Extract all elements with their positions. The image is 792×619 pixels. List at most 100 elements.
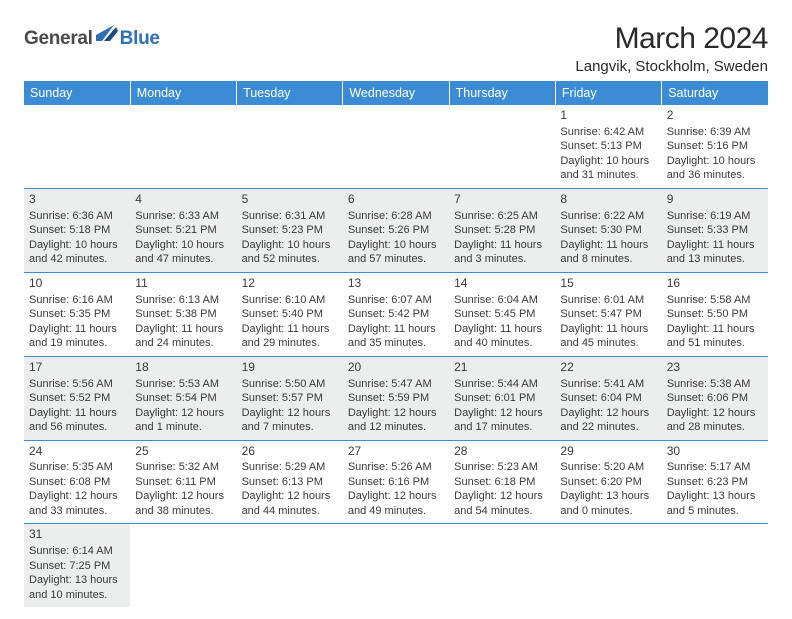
sunrise-text: Sunrise: 5:44 AM <box>454 377 551 392</box>
calendar-header-row: Sunday Monday Tuesday Wednesday Thursday… <box>24 81 768 105</box>
calendar-cell: 8Sunrise: 6:22 AMSunset: 5:30 PMDaylight… <box>555 188 661 272</box>
sunrise-text: Sunrise: 6:31 AM <box>242 209 339 224</box>
sunrise-text: Sunrise: 5:26 AM <box>348 460 445 475</box>
day-number: 20 <box>348 360 445 376</box>
calendar-cell: 24Sunrise: 5:35 AMSunset: 6:08 PMDayligh… <box>24 440 130 524</box>
sunrise-text: Sunrise: 6:25 AM <box>454 209 551 224</box>
daylight-text: and 10 minutes. <box>29 588 126 603</box>
day-header-friday: Friday <box>555 81 661 105</box>
calendar-cell: 26Sunrise: 5:29 AMSunset: 6:13 PMDayligh… <box>237 440 343 524</box>
day-number: 19 <box>242 360 339 376</box>
sunrise-text: Sunrise: 6:42 AM <box>560 125 657 140</box>
calendar-cell-empty <box>343 524 449 607</box>
day-header-thursday: Thursday <box>449 81 555 105</box>
sunrise-text: Sunrise: 6:19 AM <box>667 209 764 224</box>
logo-text-general: General <box>24 28 93 50</box>
day-number: 4 <box>135 192 232 208</box>
daylight-text: Daylight: 12 hours <box>135 489 232 504</box>
daylight-text: Daylight: 12 hours <box>29 489 126 504</box>
day-number: 23 <box>667 360 764 376</box>
daylight-text: Daylight: 10 hours <box>560 154 657 169</box>
day-number: 2 <box>667 108 764 124</box>
sunrise-text: Sunrise: 6:07 AM <box>348 293 445 308</box>
daylight-text: and 7 minutes. <box>242 420 339 435</box>
daylight-text: and 56 minutes. <box>29 420 126 435</box>
calendar-cell: 10Sunrise: 6:16 AMSunset: 5:35 PMDayligh… <box>24 272 130 356</box>
daylight-text: Daylight: 10 hours <box>667 154 764 169</box>
sunrise-text: Sunrise: 5:20 AM <box>560 460 657 475</box>
sunset-text: Sunset: 5:50 PM <box>667 307 764 322</box>
sunset-text: Sunset: 5:33 PM <box>667 223 764 238</box>
day-number: 21 <box>454 360 551 376</box>
daylight-text: and 40 minutes. <box>454 336 551 351</box>
calendar-cell: 22Sunrise: 5:41 AMSunset: 6:04 PMDayligh… <box>555 356 661 440</box>
daylight-text: Daylight: 12 hours <box>454 406 551 421</box>
daylight-text: Daylight: 11 hours <box>560 238 657 253</box>
sunset-text: Sunset: 5:54 PM <box>135 391 232 406</box>
daylight-text: Daylight: 10 hours <box>135 238 232 253</box>
daylight-text: and 38 minutes. <box>135 504 232 519</box>
sunrise-text: Sunrise: 5:58 AM <box>667 293 764 308</box>
location-text: Langvik, Stockholm, Sweden <box>575 58 768 75</box>
sunset-text: Sunset: 6:06 PM <box>667 391 764 406</box>
daylight-text: Daylight: 12 hours <box>242 489 339 504</box>
calendar-cell-empty <box>24 105 130 188</box>
daylight-text: Daylight: 13 hours <box>560 489 657 504</box>
sunset-text: Sunset: 6:08 PM <box>29 475 126 490</box>
daylight-text: and 12 minutes. <box>348 420 445 435</box>
calendar-cell: 23Sunrise: 5:38 AMSunset: 6:06 PMDayligh… <box>662 356 768 440</box>
logo-mark-icon <box>96 25 118 46</box>
calendar-cell-empty <box>237 524 343 607</box>
sunrise-text: Sunrise: 6:22 AM <box>560 209 657 224</box>
daylight-text: and 0 minutes. <box>560 504 657 519</box>
day-header-wednesday: Wednesday <box>343 81 449 105</box>
sunrise-text: Sunrise: 5:50 AM <box>242 377 339 392</box>
daylight-text: and 44 minutes. <box>242 504 339 519</box>
sunset-text: Sunset: 6:11 PM <box>135 475 232 490</box>
daylight-text: and 45 minutes. <box>560 336 657 351</box>
day-number: 13 <box>348 276 445 292</box>
daylight-text: Daylight: 11 hours <box>560 322 657 337</box>
calendar-cell-empty <box>130 524 236 607</box>
calendar-cell: 16Sunrise: 5:58 AMSunset: 5:50 PMDayligh… <box>662 272 768 356</box>
daylight-text: and 52 minutes. <box>242 252 339 267</box>
calendar-cell-empty <box>449 105 555 188</box>
daylight-text: Daylight: 11 hours <box>29 406 126 421</box>
calendar-row: 1 Sunrise: 6:42 AM Sunset: 5:13 PM Dayli… <box>24 105 768 188</box>
daylight-text: Daylight: 10 hours <box>242 238 339 253</box>
daylight-text: Daylight: 11 hours <box>454 238 551 253</box>
calendar-row: 10Sunrise: 6:16 AMSunset: 5:35 PMDayligh… <box>24 272 768 356</box>
day-number: 18 <box>135 360 232 376</box>
daylight-text: Daylight: 11 hours <box>667 238 764 253</box>
page-header: General Blue March 2024 Langvik, Stockho… <box>24 22 768 75</box>
daylight-text: Daylight: 12 hours <box>242 406 339 421</box>
day-number: 1 <box>560 108 657 124</box>
calendar-cell: 30Sunrise: 5:17 AMSunset: 6:23 PMDayligh… <box>662 440 768 524</box>
daylight-text: Daylight: 10 hours <box>29 238 126 253</box>
daylight-text: Daylight: 12 hours <box>667 406 764 421</box>
day-number: 30 <box>667 444 764 460</box>
daylight-text: and 3 minutes. <box>454 252 551 267</box>
sunrise-text: Sunrise: 5:32 AM <box>135 460 232 475</box>
calendar-row: 31Sunrise: 6:14 AMSunset: 7:25 PMDayligh… <box>24 524 768 607</box>
sunrise-text: Sunrise: 6:04 AM <box>454 293 551 308</box>
calendar-row: 17Sunrise: 5:56 AMSunset: 5:52 PMDayligh… <box>24 356 768 440</box>
calendar-cell: 17Sunrise: 5:56 AMSunset: 5:52 PMDayligh… <box>24 356 130 440</box>
calendar-cell-empty <box>449 524 555 607</box>
daylight-text: Daylight: 10 hours <box>348 238 445 253</box>
sunrise-text: Sunrise: 5:53 AM <box>135 377 232 392</box>
logo: General Blue <box>24 22 160 50</box>
day-number: 29 <box>560 444 657 460</box>
calendar-cell: 18Sunrise: 5:53 AMSunset: 5:54 PMDayligh… <box>130 356 236 440</box>
day-number: 17 <box>29 360 126 376</box>
day-number: 10 <box>29 276 126 292</box>
day-number: 14 <box>454 276 551 292</box>
daylight-text: and 28 minutes. <box>667 420 764 435</box>
sunrise-text: Sunrise: 5:29 AM <box>242 460 339 475</box>
calendar-cell: 12Sunrise: 6:10 AMSunset: 5:40 PMDayligh… <box>237 272 343 356</box>
day-number: 6 <box>348 192 445 208</box>
sunrise-text: Sunrise: 6:28 AM <box>348 209 445 224</box>
day-header-sunday: Sunday <box>24 81 130 105</box>
day-number: 24 <box>29 444 126 460</box>
sunset-text: Sunset: 5:13 PM <box>560 139 657 154</box>
